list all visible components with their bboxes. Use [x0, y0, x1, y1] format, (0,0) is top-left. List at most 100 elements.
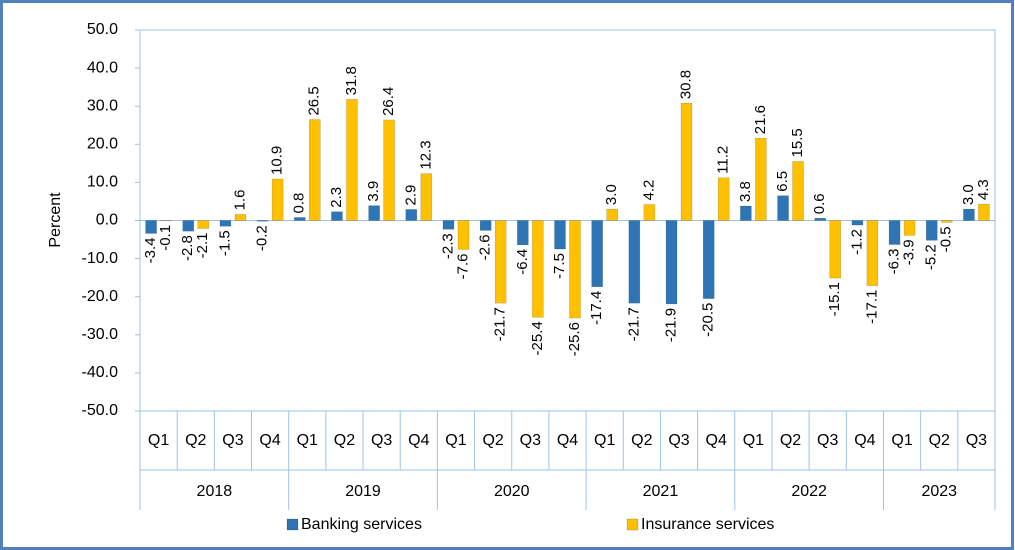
value-label: -0.5 [938, 226, 955, 252]
value-label: -3.9 [901, 239, 918, 265]
y-tick-label: -20.0 [82, 288, 119, 305]
x-tick-label: Q4 [557, 432, 578, 449]
bar [814, 217, 826, 221]
value-label: 11.2 [715, 146, 732, 174]
value-label: -21.7 [625, 307, 642, 341]
value-label: 4.3 [975, 179, 992, 200]
x-tick-label: Q4 [408, 432, 429, 449]
value-label: -1.2 [848, 229, 865, 255]
bar [851, 220, 864, 226]
value-label: 26.5 [306, 86, 323, 115]
y-tick-label: 40.0 [87, 59, 118, 76]
legend-swatch [286, 518, 299, 531]
bar [532, 220, 544, 318]
value-label: -3.4 [142, 237, 159, 263]
bar [628, 220, 641, 304]
x-tick-label: Q3 [222, 432, 243, 449]
bar [256, 220, 269, 222]
bar [978, 203, 990, 221]
bar [940, 220, 953, 223]
y-axis-label: Percent [47, 192, 64, 248]
bar [866, 220, 879, 286]
x-tick-label: Q2 [185, 432, 206, 449]
value-label: 3.0 [603, 184, 620, 205]
bar [309, 119, 321, 221]
bar [740, 205, 752, 221]
value-label: 3.8 [737, 181, 754, 202]
value-label: 4.2 [640, 180, 657, 201]
value-label: -21.9 [662, 308, 679, 342]
x-tick-label: Q1 [891, 432, 912, 449]
x-tick-label: Q2 [929, 432, 950, 449]
value-label: 3.9 [365, 181, 382, 202]
y-tick-label: 50.0 [87, 21, 118, 38]
group-label: 2022 [791, 483, 827, 500]
y-tick-label: -40.0 [82, 364, 119, 381]
x-tick-label: Q4 [854, 432, 875, 449]
x-tick-label: Q2 [482, 432, 503, 449]
value-label: 0.6 [811, 193, 828, 214]
group-label: 2018 [197, 483, 233, 500]
x-tick-label: Q2 [780, 432, 801, 449]
value-label: 21.6 [752, 105, 769, 134]
bar [680, 102, 693, 221]
bar [888, 220, 901, 245]
value-label: 31.8 [343, 66, 360, 95]
x-tick-label: Q1 [743, 432, 764, 449]
value-label: 0.8 [291, 193, 308, 214]
y-tick-label: 0.0 [96, 212, 118, 229]
bar [368, 205, 380, 221]
value-label: -17.4 [588, 291, 605, 325]
value-label: -6.3 [886, 249, 903, 275]
bar [182, 220, 195, 232]
value-label: 3.0 [960, 184, 977, 205]
bar [554, 220, 566, 250]
bar [346, 99, 358, 221]
bar [331, 211, 343, 221]
x-tick-label: Q3 [520, 432, 541, 449]
bar [405, 209, 418, 221]
x-tick-label: Q2 [631, 432, 652, 449]
value-label: -25.6 [566, 322, 583, 356]
bar [442, 220, 455, 230]
bar [517, 220, 529, 246]
bar [755, 137, 767, 221]
value-label: -6.4 [514, 249, 531, 275]
bar [643, 204, 656, 221]
value-label: 2.3 [328, 187, 345, 208]
bar [829, 220, 841, 279]
y-tick-label: -50.0 [82, 402, 119, 419]
bar [479, 220, 492, 231]
group-label: 2020 [494, 483, 530, 500]
bar [963, 208, 975, 221]
bar [717, 177, 730, 221]
x-tick-label: Q4 [259, 432, 280, 449]
y-tick-label: -10.0 [82, 250, 119, 267]
bar [903, 220, 916, 236]
bar [197, 220, 210, 229]
value-label: -0.2 [254, 225, 271, 251]
x-tick-label: Q3 [966, 432, 987, 449]
bar [792, 161, 804, 221]
bar [494, 220, 507, 304]
group-label: 2023 [921, 483, 957, 500]
value-label: 6.5 [774, 171, 791, 192]
value-label: -7.5 [551, 253, 568, 279]
x-tick-label: Q3 [668, 432, 689, 449]
bar [219, 220, 232, 227]
value-label: -2.1 [194, 233, 211, 259]
value-label: 12.3 [417, 140, 434, 169]
x-tick-label: Q1 [148, 432, 169, 449]
y-tick-label: 30.0 [87, 97, 118, 114]
value-label: -2.8 [179, 235, 196, 261]
bar [271, 178, 284, 221]
value-label: -15.1 [826, 282, 843, 316]
bar [777, 195, 789, 221]
value-label: -17.1 [863, 290, 880, 324]
x-tick-label: Q2 [334, 432, 355, 449]
value-label: -1.5 [216, 230, 233, 256]
x-tick-label: Q1 [297, 432, 318, 449]
